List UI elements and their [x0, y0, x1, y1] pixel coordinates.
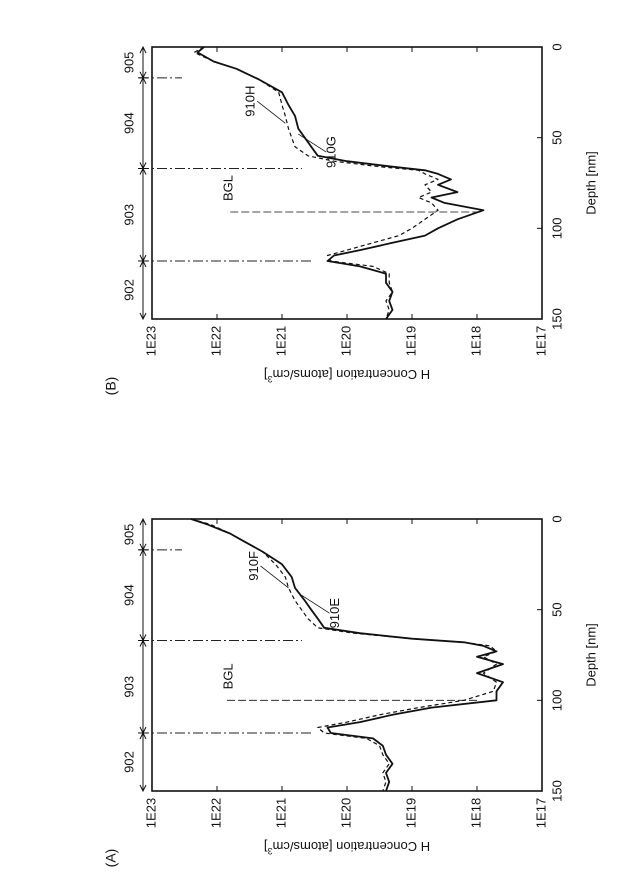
panel-label: (A): [103, 849, 119, 868]
series-line-910f: [191, 519, 497, 791]
y-tick-label: 1E20: [338, 798, 353, 828]
y-axis-label: H Concentration [atoms/cm3]: [264, 839, 430, 856]
x-tick-label: 50: [549, 130, 564, 144]
y-tick-label: 1E18: [468, 798, 483, 828]
x-tick-label: 0: [549, 515, 564, 522]
chart-panel-b: 1E17 1E18 1E19 1E20 1E21 1E22 1E23 0 50 100 150 Dep…: [103, 43, 599, 395]
y-tick-label: 1E22: [208, 326, 223, 356]
region-label: 904: [121, 584, 136, 606]
annotation-label: 910G: [324, 136, 339, 168]
region-label: 905: [121, 524, 136, 546]
annotation-leader: [302, 595, 330, 613]
annotation-leader: [261, 566, 289, 588]
y-axis-label-text: H Concentration [atoms/cm: [273, 367, 431, 382]
annotation-label: 910E: [327, 598, 342, 629]
y-axis-label-bracket: ]: [264, 839, 268, 854]
y-tick-label: 1E17: [533, 798, 548, 828]
y-axis-label-bracket: ]: [264, 367, 268, 382]
x-tick-label: 150: [549, 780, 564, 802]
region-label: 903: [121, 676, 136, 698]
x-axis-label: Depth [nm]: [583, 151, 598, 215]
region-label: 902: [121, 751, 136, 773]
annotation-label: 910H: [243, 86, 258, 117]
y-tick-label: 1E21: [273, 798, 288, 828]
y-tick-label: 1E18: [468, 326, 483, 356]
x-tick-label: 150: [549, 308, 564, 330]
annotation-label: BGL: [220, 175, 235, 201]
x-tick-label: 0: [549, 43, 564, 50]
annotation-leader: [257, 101, 285, 123]
series-line-910e: [191, 519, 503, 791]
region-label: 905: [121, 52, 136, 74]
x-tick-label: 100: [549, 217, 564, 239]
x-axis-label: Depth [nm]: [583, 623, 598, 687]
y-tick-label: 1E23: [143, 326, 158, 356]
annotation-label: 910F: [246, 551, 261, 581]
chart-panel-a: 1E17 1E18 1E19 1E20 1E21 1E22 1E23 0 50 100 150 Dep…: [103, 515, 599, 867]
x-tick-label: 50: [549, 602, 564, 616]
x-tick-label: 100: [549, 689, 564, 711]
plot-frame: [152, 47, 542, 319]
y-tick-label: 1E21: [273, 326, 288, 356]
y-axis-label: H Concentration [atoms/cm3]: [264, 367, 430, 384]
panel-label: (B): [103, 377, 119, 396]
y-tick-label: 1E23: [143, 798, 158, 828]
y-tick-label: 1E17: [533, 326, 548, 356]
y-tick-label: 1E19: [403, 326, 418, 356]
y-tick-label: 1E20: [338, 326, 353, 356]
region-label: 902: [121, 279, 136, 301]
region-label: 904: [121, 112, 136, 134]
y-tick-label: 1E22: [208, 798, 223, 828]
region-label: 903: [121, 204, 136, 226]
annotation-label: BGL: [220, 663, 235, 689]
series-line-910g: [198, 47, 484, 319]
y-axis-label-text: H Concentration [atoms/cm: [273, 839, 431, 854]
y-tick-label: 1E19: [403, 798, 418, 828]
